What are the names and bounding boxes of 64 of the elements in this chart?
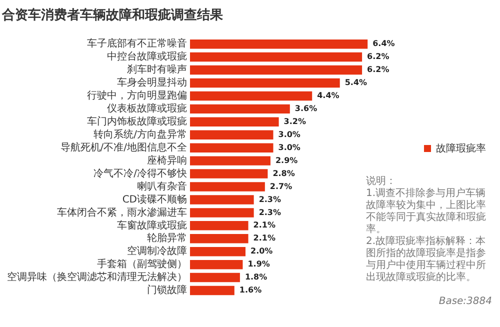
data-label: 2.8% <box>272 168 295 178</box>
y-tick-label: 门锁故障 <box>147 284 187 296</box>
data-label: 2.3% <box>258 194 282 204</box>
data-label: 1.8% <box>244 272 268 282</box>
bar <box>190 208 254 218</box>
bar <box>190 246 246 256</box>
y-tick-label: 转向系统/方向盘异常 <box>94 128 187 140</box>
bar <box>190 65 362 75</box>
bar <box>190 78 340 88</box>
bar <box>190 130 274 140</box>
data-label: 3.6% <box>294 104 318 114</box>
data-label: 2.1% <box>253 234 276 243</box>
data-label: 2.1% <box>253 220 276 230</box>
y-tick-label: 导航死机/不准/地图信息不全 <box>60 141 187 154</box>
bar <box>190 260 243 270</box>
bar <box>190 104 290 114</box>
bar <box>190 195 254 204</box>
y-tick-label: 车身会明显抖动 <box>117 76 187 89</box>
data-label: 2.3% <box>258 208 282 217</box>
y-tick-label: 座椅异响 <box>147 154 187 166</box>
y-tick-label: 刹车时有噪声 <box>127 64 187 76</box>
data-label: 4.4% <box>317 91 340 100</box>
y-tick-label: 空调制冷故障 <box>127 245 187 258</box>
data-label: 5.4% <box>344 78 368 88</box>
y-tick-label: 车子底部有不正常噪音 <box>87 38 187 50</box>
data-label: 2.7% <box>270 182 292 191</box>
data-label: 2.9% <box>275 156 298 165</box>
y-tick-label: 车窗故障或瑕疵 <box>117 219 187 232</box>
y-tick-label: 轮胎异常 <box>147 232 187 244</box>
text: Base:3884 <box>438 296 492 307</box>
y-tick-label: 仪表板故障或瑕疵 <box>107 102 187 115</box>
bar <box>190 143 274 152</box>
bar <box>190 286 234 296</box>
data-label: 6.2% <box>367 65 390 74</box>
legend-label: 故障瑕疵率 <box>436 142 486 154</box>
bar <box>190 234 248 244</box>
data-label: 3.0% <box>278 142 300 152</box>
bar <box>190 272 240 282</box>
y-tick-label: 车体闭合不紧，雨水渗漏进车 <box>57 206 187 218</box>
chart-title: 合资车消费者车辆故障和瑕疵调查结果 <box>1 7 224 24</box>
bar <box>190 182 265 192</box>
y-tick-label: 中控台故障或瑕疵 <box>107 50 187 63</box>
y-tick-label: 喇叭有杂音 <box>137 180 187 192</box>
data-label: 3.2% <box>284 116 306 126</box>
text: 说明： 1.调查不排除参与用户车辆故障率较为集中，上图比率不能等同于真实故障和瑕疵率。 2.故障瑕疵率指标解释：本图所指的故障瑕疵率是指参与用户中使用车辆过程中所出现故障或瑕疵的比率。 <box>366 176 486 283</box>
bar <box>190 156 270 166</box>
data-label: 3.0% <box>278 130 300 139</box>
bar <box>190 221 248 230</box>
y-tick-label: 行驶中，方向明显跑偏 <box>87 90 187 102</box>
data-label: 6.4% <box>372 39 395 48</box>
bar <box>190 52 362 62</box>
y-tick-label: 冷气不冷/冷得不够快 <box>94 167 187 180</box>
data-label: 6.2% <box>367 52 390 62</box>
y-tick-label: 车门内饰板故障或瑕疵 <box>87 116 187 128</box>
bar <box>190 117 279 127</box>
data-label: 1.9% <box>248 260 270 269</box>
data-label: 1.6% <box>239 286 262 295</box>
y-tick-label: 空调异味（换空调滤芯和清理无法解决） <box>7 271 187 284</box>
data-label: 2.0% <box>250 246 273 256</box>
bar <box>190 169 268 178</box>
y-tick-label: 手套箱（副驾驶侧） <box>97 258 187 270</box>
bar <box>190 91 312 101</box>
y-tick-label: CD读碟不顺畅 <box>122 193 187 206</box>
bar <box>190 39 368 49</box>
